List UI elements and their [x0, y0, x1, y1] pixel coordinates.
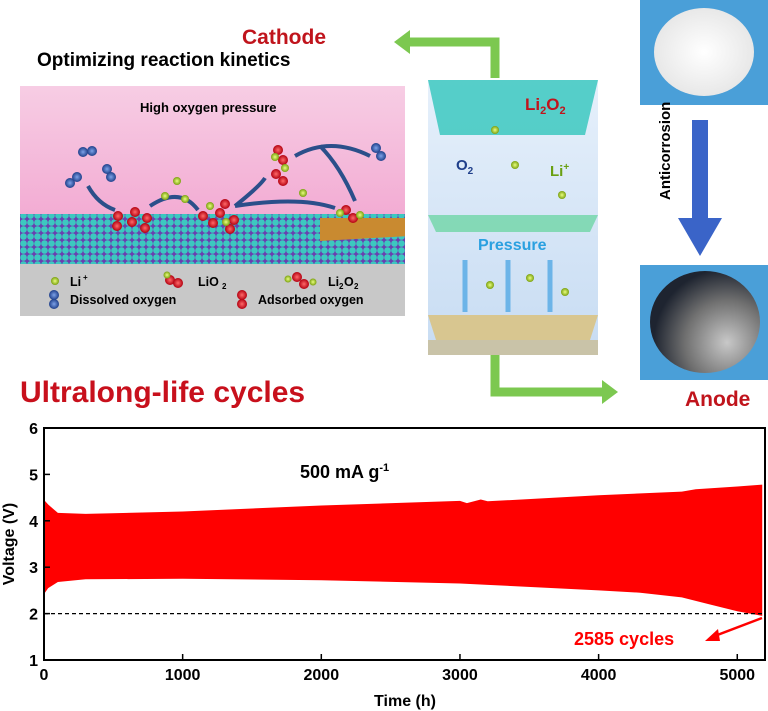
plot-frame: [43, 427, 766, 661]
x-tick-label: 2000: [304, 667, 340, 684]
o2-label: O2: [456, 157, 474, 177]
adsorbed-oxygen-molecules: [112, 145, 358, 234]
separator: [428, 215, 598, 232]
li2o2-label: Li2O2: [525, 95, 566, 117]
cycles-arrow: [711, 616, 763, 639]
x-tick-label: 0: [40, 667, 49, 684]
x-tick-label: 1000: [165, 667, 201, 684]
svg-text:2: 2: [222, 282, 227, 291]
section-title: Ultralong-life cycles: [20, 376, 306, 409]
svg-text:Li: Li: [70, 275, 81, 289]
kinetics-heading: Optimizing reaction kinetics: [37, 50, 291, 71]
legend-adsorbed-oxygen: Adsorbed oxygen: [237, 290, 364, 309]
lithium-anode: [428, 315, 598, 340]
pressure-label: Pressure: [478, 237, 547, 254]
anode-label: Anode: [685, 388, 751, 411]
diagram-caption: High oxygen pressure: [140, 100, 277, 115]
legend-dissolved-oxygen: Dissolved oxygen: [49, 290, 176, 309]
svg-text:Li: Li: [328, 275, 339, 289]
anticorrosion-label: Anticorrosion: [657, 101, 674, 200]
anticorrosion-arrow: [692, 120, 708, 220]
y-tick-label: 5: [29, 467, 38, 484]
voltage-chart: 0 1000 2000 3000 4000 5000 1 2 3 4 5 6 500 mA g-1 2…: [1, 421, 766, 710]
cathode-layer: [428, 80, 598, 135]
svg-text:O: O: [344, 275, 354, 289]
voltage-envelope: [44, 484, 763, 616]
cell-schematic: Li2O2 O2 Li+ Pressure: [390, 20, 630, 410]
legend-li-ion: Li +: [51, 273, 88, 289]
legend-lio2: LiO 2: [163, 271, 227, 291]
cathode-label: Cathode: [242, 26, 326, 49]
y-tick-label: 2: [29, 607, 38, 624]
reaction-diagram: High oxygen pressure Li + LiO 2 Li 2 O 2 Diss…: [20, 86, 410, 316]
svg-text:+: +: [83, 273, 88, 282]
anode-arrow: [490, 355, 605, 397]
li2o2-deposit: [320, 218, 410, 241]
anode-photo: [640, 265, 768, 380]
svg-text:Dissolved oxygen: Dissolved oxygen: [70, 293, 176, 307]
x-tick-label: 3000: [442, 667, 478, 684]
svg-text:LiO: LiO: [198, 275, 219, 289]
lithium-ions: [161, 153, 364, 226]
current-annotation: 500 mA g-1: [300, 462, 389, 482]
y-tick-label: 3: [29, 560, 38, 577]
svg-text:2: 2: [354, 282, 359, 291]
legend-li2o2: Li 2 O 2: [284, 272, 359, 291]
reaction-arrows: [86, 144, 371, 212]
pressure-arrows: [462, 260, 553, 312]
svg-text:2: 2: [339, 282, 344, 291]
y-tick-label: 4: [29, 514, 38, 531]
svg-text:Adsorbed oxygen: Adsorbed oxygen: [258, 293, 364, 307]
x-tick-label: 4000: [581, 667, 617, 684]
x-tick-label: 5000: [719, 667, 755, 684]
li-label: Li+: [550, 162, 569, 180]
x-axis-label: Time (h): [374, 693, 436, 710]
cycles-annotation: 2585 cycles: [574, 629, 674, 649]
y-axis-label: Voltage (V): [1, 503, 18, 585]
cathode-photo: [640, 0, 768, 105]
y-tick-label: 6: [29, 421, 38, 438]
dissolved-oxygen-molecules: [65, 143, 386, 188]
cathode-arrow: [405, 37, 500, 78]
y-tick-label: 1: [29, 653, 38, 670]
